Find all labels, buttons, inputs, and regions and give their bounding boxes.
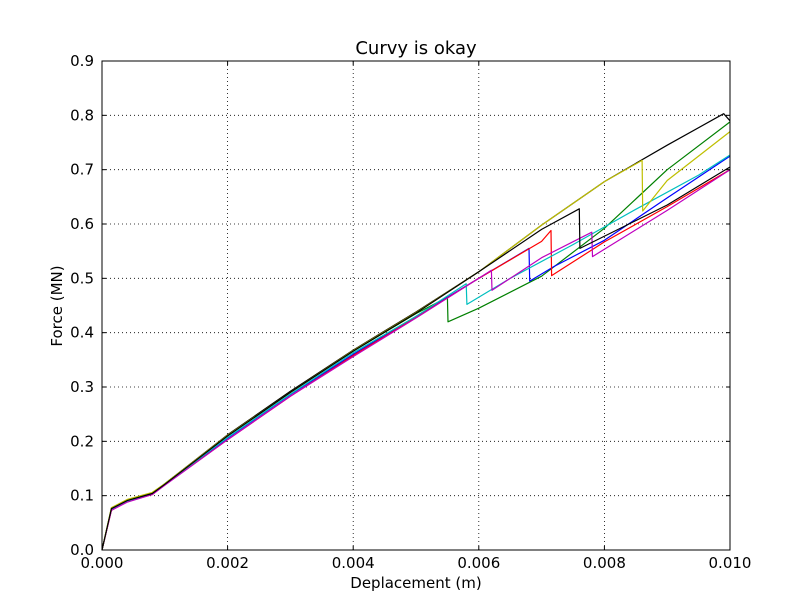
y-tick-label: 0.9 — [70, 52, 94, 70]
y-tick-label: 0.6 — [70, 215, 94, 233]
chart-title: Curvy is okay — [355, 38, 477, 59]
series-line-8 — [101, 166, 731, 551]
series-lines — [101, 113, 731, 551]
y-tick-label: 0.4 — [70, 324, 94, 342]
x-tick-label: 0.004 — [332, 554, 375, 572]
plot-frame — [101, 60, 731, 551]
y-tick-label: 0.0 — [70, 541, 94, 559]
x-axis-label: Deplacement (m) — [350, 574, 481, 592]
y-tick-label: 0.7 — [70, 161, 94, 179]
x-tick-label: 0.002 — [206, 554, 249, 572]
x-tick-label: 0.010 — [709, 554, 752, 572]
y-tick-label: 0.8 — [70, 106, 94, 124]
y-tick-label: 0.2 — [70, 432, 94, 450]
x-tick-label: 0.000 — [81, 554, 124, 572]
grid — [102, 61, 730, 550]
x-tick-label: 0.006 — [457, 554, 500, 572]
y-tick-label: 0.5 — [70, 269, 94, 287]
axis-ticks: 0.000 0.002 0.004 0.006 0.008 0.010 0.0 0.1 0.2 0… — [70, 52, 751, 572]
series-line-6 — [101, 169, 731, 551]
x-tick-label: 0.008 — [583, 554, 626, 572]
y-axis-label: Force (MN) — [48, 265, 66, 346]
y-tick-label: 0.1 — [70, 487, 94, 505]
y-tick-label: 0.3 — [70, 378, 94, 396]
